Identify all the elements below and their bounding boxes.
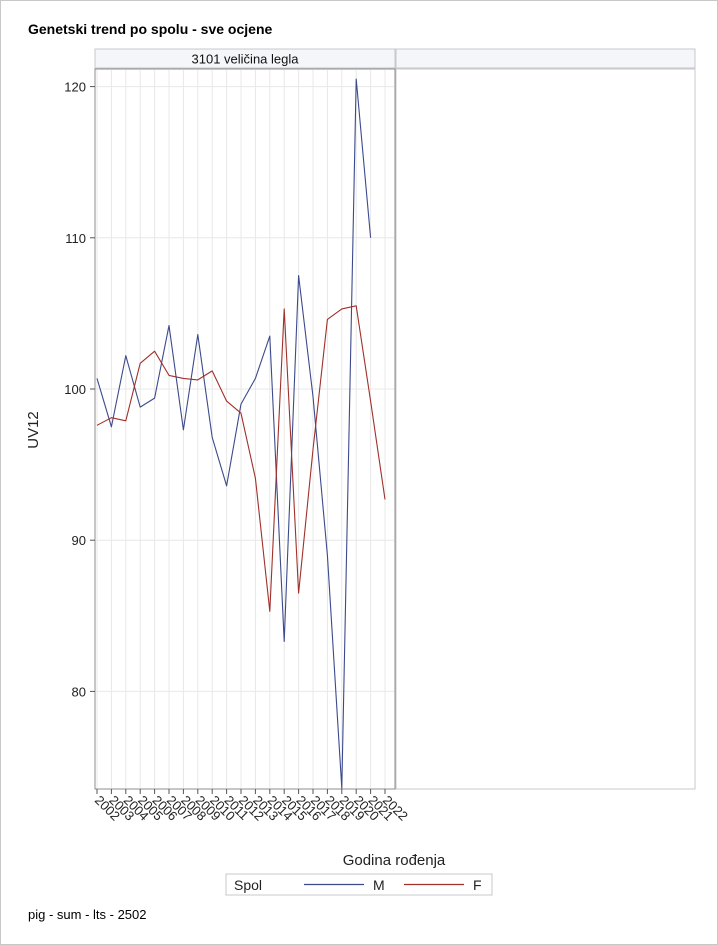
y-tick-label: 100 xyxy=(64,382,86,397)
panel-plot-2 xyxy=(395,68,696,790)
legend-title: Spol xyxy=(234,877,262,893)
y-tick-label: 120 xyxy=(64,80,86,95)
footnote: pig - sum - lts - 2502 xyxy=(28,907,147,922)
panel-header-2 xyxy=(395,48,696,69)
panel-header-1 xyxy=(94,48,396,69)
y-tick-label: 80 xyxy=(72,684,86,699)
panel-header-label-1: 3101 veličina legla xyxy=(192,52,300,67)
y-tick-label: 90 xyxy=(72,533,86,548)
y-axis-label: UV12 xyxy=(25,411,42,449)
series-line-M xyxy=(96,78,372,789)
y-tick-label: 110 xyxy=(65,231,86,246)
x-axis-label: Godina rođenja xyxy=(343,852,446,869)
legend-label-F: F xyxy=(473,877,482,893)
chart-title: Genetski trend po spolu - sve ocjene xyxy=(28,21,273,37)
series-line-F xyxy=(96,305,386,612)
legend-label-M: M xyxy=(373,877,385,893)
